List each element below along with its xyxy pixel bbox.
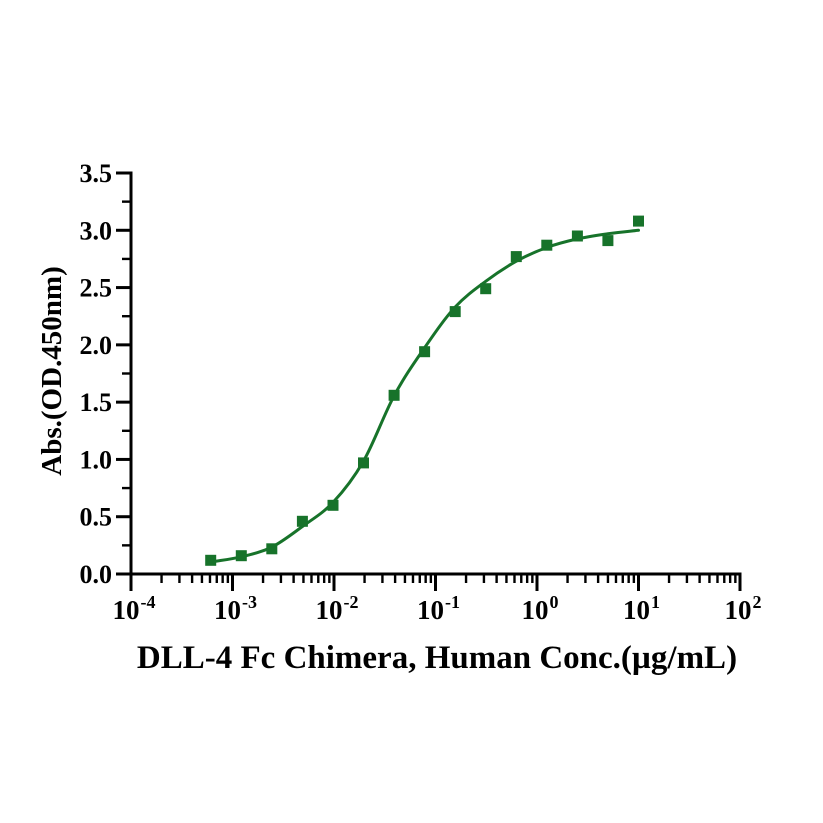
x-axis-title: DLL-4 Fc Chimera, Human Conc.(µg/mL) bbox=[137, 640, 737, 676]
x-axis-tick-labels: 10-4 10-3 10-2 10-1 100 101 102 bbox=[113, 592, 762, 625]
y-tick-label: 3.0 bbox=[80, 216, 113, 245]
x-axis-major-ticks bbox=[129, 575, 742, 591]
data-point-marker bbox=[235, 550, 247, 562]
fit-curve-group bbox=[209, 228, 640, 564]
x-tick-label: 10-1 bbox=[417, 592, 460, 625]
x-tick-label: 101 bbox=[623, 592, 660, 625]
data-point-marker bbox=[266, 543, 278, 555]
y-axis-major-ticks bbox=[116, 171, 130, 576]
data-point-marker bbox=[541, 239, 553, 251]
y-axis-title: Abs.(OD.450nm) bbox=[36, 266, 68, 475]
y-axis-tick-labels: 0.0 0.5 1.0 1.5 2.0 2.5 3.0 3.5 bbox=[80, 159, 113, 589]
y-axis-minor-ticks bbox=[122, 200, 130, 547]
fit-curve bbox=[209, 228, 640, 564]
data-point-marker bbox=[510, 251, 522, 263]
y-tick-label: 2.0 bbox=[80, 331, 113, 360]
data-point-marker bbox=[205, 554, 217, 566]
x-tick-label: 10-4 bbox=[113, 592, 156, 625]
x-axis-minor-ticks bbox=[160, 575, 737, 583]
x-tick-label: 100 bbox=[522, 592, 559, 625]
y-tick-label: 3.5 bbox=[80, 159, 113, 188]
y-tick-label: 0.5 bbox=[80, 503, 113, 532]
data-point-marker bbox=[327, 499, 339, 511]
data-point-marker bbox=[633, 215, 644, 227]
data-point-marker bbox=[358, 457, 369, 469]
x-tick-label: 102 bbox=[725, 592, 762, 625]
data-point-marker bbox=[296, 515, 308, 527]
y-tick-label: 0.0 bbox=[80, 560, 113, 589]
data-point-marker bbox=[419, 346, 431, 358]
data-points-group bbox=[205, 215, 644, 566]
data-point-marker bbox=[571, 230, 583, 242]
x-tick-label: 10-3 bbox=[214, 592, 257, 625]
data-point-marker bbox=[602, 235, 614, 247]
y-tick-label: 1.0 bbox=[80, 445, 113, 474]
data-point-marker bbox=[449, 306, 461, 318]
x-tick-label: 10-2 bbox=[316, 592, 359, 625]
data-point-marker bbox=[388, 389, 400, 401]
y-tick-label: 2.5 bbox=[80, 274, 113, 303]
data-point-marker bbox=[480, 283, 492, 295]
y-tick-label: 1.5 bbox=[80, 388, 113, 417]
